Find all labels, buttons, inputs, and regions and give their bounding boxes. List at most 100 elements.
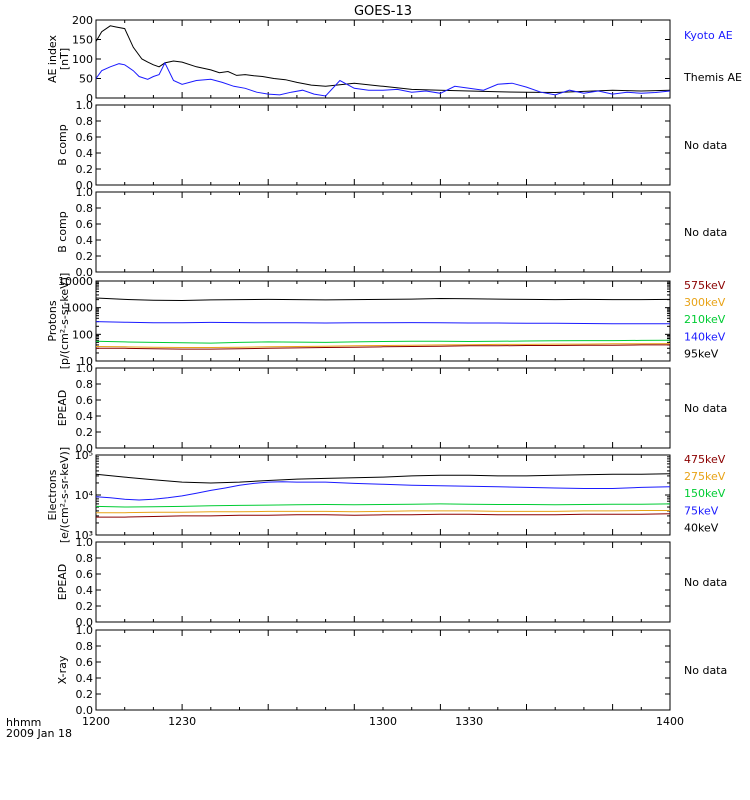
panel-frame — [95, 367, 671, 449]
y-tick-label: 0.6 — [76, 218, 94, 231]
y-tick-label: 10 — [79, 355, 93, 368]
y-tick-label: 0.4 — [76, 147, 94, 160]
legend-label: 40keV — [684, 521, 719, 534]
y-tick-label: 0.8 — [76, 115, 94, 128]
y-axis-label: Protons — [46, 300, 59, 341]
y-tick-label: 1.0 — [76, 624, 94, 637]
x-tick-label: 1230 — [168, 715, 196, 728]
y-axis-label: [e/(cm²-s-sr-keV)] — [58, 447, 71, 543]
y-tick-label: 1.0 — [76, 362, 94, 375]
legend-label: 210keV — [684, 313, 726, 326]
y-tick-label: 0.4 — [76, 410, 94, 423]
panel-6: 10³ 10⁴ 10⁵ Electrons [e/(cm²-s-sr-keV)] 475k… — [46, 447, 726, 543]
y-tick-label: 0.6 — [76, 656, 94, 669]
panel-frame — [95, 629, 671, 711]
y-tick-label: 0.8 — [76, 202, 94, 215]
date-label: 2009 Jan 18 — [6, 727, 72, 740]
panel-8: 0.0 0.2 0.4 0.6 0.8 1.0 X-ray No data 1200 1230 13… — [56, 624, 727, 728]
panel-frame — [95, 191, 671, 273]
y-axis-label: [p/(cm²-s-sr-keV)] — [58, 273, 71, 370]
x-tick-label: 1330 — [455, 715, 483, 728]
legend-label: 140keV — [684, 330, 726, 343]
panel-5: 0.0 0.2 0.4 0.6 0.8 1.0 EPEAD No data — [56, 362, 727, 455]
y-tick-label: 0.0 — [76, 616, 94, 629]
x-tick-label: 1400 — [656, 715, 684, 728]
legend-label: 75keV — [684, 504, 719, 517]
series-line-140kev — [95, 321, 670, 325]
series-line-themis-ae — [95, 25, 671, 94]
y-tick-label: 10000 — [58, 275, 93, 288]
panel-frame — [95, 454, 671, 536]
y-tick-label: 0.6 — [76, 131, 94, 144]
panel-frame — [95, 541, 671, 623]
y-axis-label: EPEAD — [56, 564, 69, 601]
x-tick-label: 1300 — [369, 715, 397, 728]
y-tick-label: 0.4 — [76, 234, 94, 247]
y-tick-label: 0.8 — [76, 378, 94, 391]
legend-label: Themis AE — [683, 71, 742, 84]
panel-stack: 0 50 100 150 200 AE index [nT] Kyoto AE Themis A… — [46, 14, 742, 728]
y-tick-label: 0.2 — [76, 600, 94, 613]
figure-title: GOES-13 — [354, 4, 412, 19]
series-line-95kev — [95, 297, 671, 302]
y-axis-label: B comp — [56, 211, 69, 253]
y-axis-label: X-ray — [56, 655, 69, 684]
y-tick-label: 100 — [72, 328, 93, 341]
series-line-475kev — [96, 513, 671, 518]
y-axis-label: Electrons — [46, 469, 59, 520]
y-tick-label: 0.8 — [76, 640, 94, 653]
y-tick-label: 0 — [86, 92, 93, 105]
y-tick-label: 1.0 — [76, 99, 94, 112]
y-axis-label: B comp — [56, 124, 69, 166]
y-tick-label: 0.6 — [76, 568, 94, 581]
y-tick-label: 0.0 — [76, 704, 94, 717]
y-tick-label: 0.8 — [76, 552, 94, 565]
y-tick-label: 100 — [72, 53, 93, 66]
legend-label: Kyoto AE — [684, 29, 733, 42]
y-tick-label: 50 — [79, 73, 93, 86]
side-label: No data — [684, 402, 727, 415]
y-tick-label: 200 — [72, 14, 93, 27]
time-axis-unit-label: hhmm — [6, 716, 41, 729]
y-tick-label: 10⁴ — [75, 489, 94, 502]
series-line-575kev — [96, 344, 670, 350]
series-line-210kev — [95, 339, 671, 344]
y-tick-label: 0.4 — [76, 672, 94, 685]
panel-1: 0 50 100 150 200 AE index [nT] Kyoto AE Themis A… — [46, 14, 742, 105]
legend-label: 475keV — [684, 453, 726, 466]
y-axis-label: [nT] — [58, 48, 71, 70]
legend-label: 275keV — [684, 470, 726, 483]
panel-7: 0.0 0.2 0.4 0.6 0.8 1.0 EPEAD No data — [56, 536, 727, 629]
side-label: No data — [684, 576, 727, 589]
series-line-275kev — [96, 510, 670, 514]
y-tick-label: 0.0 — [76, 179, 94, 192]
legend-label: 150keV — [684, 487, 726, 500]
x-tick-label: 1200 — [82, 715, 110, 728]
panel-4: 10 100 1000 10000 Protons [p/(cm²-s-sr-keV)] 5… — [46, 273, 726, 370]
y-tick-label: 0.4 — [76, 584, 94, 597]
side-label: No data — [684, 226, 727, 239]
y-axis-label: AE index — [46, 34, 59, 83]
y-tick-label: 0.2 — [76, 688, 94, 701]
series-line-150kev — [95, 503, 671, 508]
series-line-kyoto-ae — [95, 61, 671, 97]
series-line-40kev — [95, 473, 671, 484]
series-line-300kev — [95, 343, 671, 348]
y-tick-label: 10³ — [75, 529, 93, 542]
legend-label: 95keV — [684, 347, 719, 360]
panel-3: 0.0 0.2 0.4 0.6 0.8 1.0 B comp No data — [56, 186, 727, 279]
panel-frame — [95, 104, 671, 186]
y-tick-label: 0.0 — [76, 266, 94, 279]
y-tick-label: 0.6 — [76, 394, 94, 407]
y-tick-label: 150 — [72, 34, 93, 47]
y-tick-label: 0.2 — [76, 250, 94, 263]
y-axis-label: EPEAD — [56, 390, 69, 427]
side-label: No data — [684, 139, 727, 152]
legend-label: 300keV — [684, 296, 726, 309]
y-tick-label: 1.0 — [76, 536, 94, 549]
y-tick-label: 1.0 — [76, 186, 94, 199]
y-tick-label: 10⁵ — [75, 449, 93, 462]
y-tick-label: 0.0 — [76, 442, 94, 455]
series-line-75kev — [95, 481, 671, 501]
